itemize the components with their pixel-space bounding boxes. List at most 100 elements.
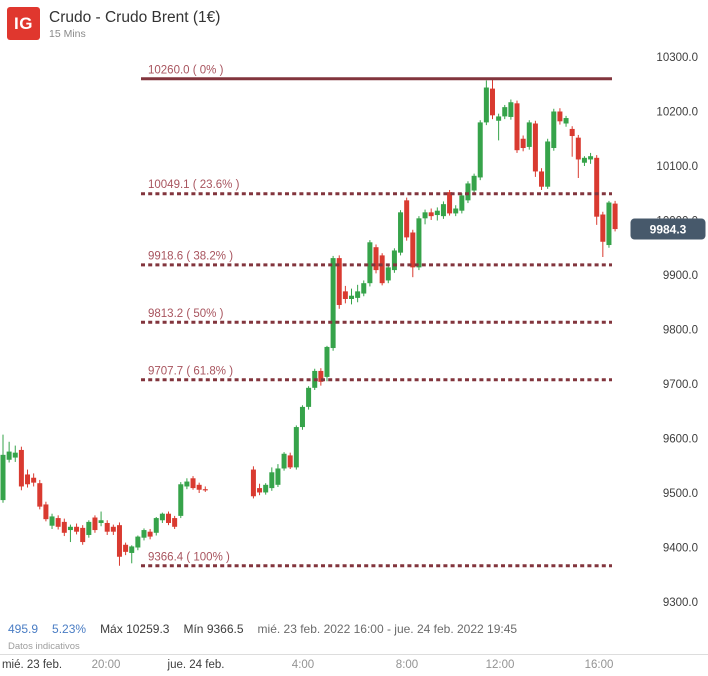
candle [159, 512, 165, 523]
candle [367, 240, 373, 287]
y-axis-label: 10200.0 [656, 107, 698, 119]
timeframe-label: 15 Mins [49, 28, 86, 40]
chart-infobar: 495.9 5.23% Máx 10259.3 Mín 9366.5 mié. … [8, 622, 517, 636]
candle [196, 482, 202, 493]
candle [141, 528, 147, 541]
candle [153, 516, 159, 536]
date-range: mié. 23 feb. 2022 16:00 - jue. 24 feb. 2… [257, 622, 518, 636]
x-axis-label: jue. 24 feb. [167, 659, 225, 671]
y-axis-label: 9400.0 [663, 543, 698, 555]
fib-level-label: 9366.4 ( 100% ) [148, 551, 230, 563]
max-value: Máx 10259.3 [100, 622, 170, 636]
x-axis-label: 12:00 [485, 659, 515, 671]
current-price-badge [630, 218, 706, 240]
change-value: 495.9 [8, 622, 39, 636]
candle [18, 446, 24, 491]
candle [440, 201, 446, 219]
current-price-value: 9984.3 [650, 223, 687, 237]
candle [129, 545, 135, 564]
fib-level-label: 9707.7 ( 61.8% ) [148, 365, 233, 377]
candle [483, 80, 489, 126]
candle [330, 255, 336, 351]
fib-level-label: 9918.6 ( 38.2% ) [148, 250, 233, 262]
time-axis[interactable]: mié. 23 feb. 20:00 jue. 24 feb. 4:00 8:00 12:… [0, 654, 708, 676]
candle [31, 473, 37, 487]
candle [190, 476, 196, 490]
y-axis-label: 10300.0 [656, 52, 698, 64]
fib-level-label: 10049.1 ( 23.6% ) [148, 179, 240, 191]
candle [569, 126, 575, 157]
candle [67, 524, 73, 543]
candle [318, 368, 324, 386]
x-axis-label: 20:00 [91, 659, 121, 671]
fib-level-label: 9813.2 ( 50% ) [148, 308, 224, 320]
candle [55, 515, 61, 530]
y-axis-label: 9900.0 [663, 270, 698, 282]
x-axis-label: 8:00 [395, 659, 419, 671]
candle [184, 478, 190, 490]
candle [74, 523, 80, 535]
candle [324, 345, 330, 382]
instrument-title: Crudo - Crudo Brent (1€) [49, 9, 221, 26]
fib-level-label: 10260.0 ( 0% ) [148, 64, 224, 76]
candle [135, 535, 141, 551]
candle [49, 513, 55, 529]
candle [539, 168, 545, 190]
candle [612, 200, 618, 232]
candle [600, 211, 606, 258]
x-axis-label: mié. 23 feb. [1, 659, 63, 671]
candle [514, 100, 520, 153]
candle [104, 520, 110, 535]
candle [465, 181, 471, 204]
candle [202, 486, 208, 492]
candle [416, 216, 422, 271]
candle [551, 108, 557, 151]
candle [532, 120, 538, 177]
indicative-data-note: Datos indicativos [8, 641, 80, 652]
candle [373, 244, 379, 274]
candle [25, 469, 31, 488]
candle [428, 208, 434, 220]
candle [110, 524, 116, 535]
candle [379, 253, 385, 286]
candle [86, 520, 92, 538]
candle [250, 466, 256, 499]
candle [6, 441, 12, 463]
candle [563, 115, 569, 127]
candle [459, 193, 465, 214]
candle [287, 452, 293, 470]
y-axis-label: 9500.0 [663, 488, 698, 500]
candle [410, 229, 416, 278]
candle [281, 452, 287, 471]
candle [391, 248, 397, 273]
chart-header: IG Crudo - Crudo Brent (1€) 15 Mins [7, 7, 220, 41]
candle [43, 501, 49, 522]
candle [606, 200, 612, 248]
candle [575, 134, 581, 178]
candle [398, 210, 404, 256]
candle [92, 515, 98, 533]
candle [275, 464, 281, 488]
candlestick-chart[interactable]: 10300.010200.010100.010000.09900.09800.0… [0, 0, 708, 620]
change-percent: 5.23% [52, 622, 87, 636]
candle [98, 511, 104, 527]
candle [361, 280, 367, 297]
candle [471, 173, 477, 194]
candle [545, 138, 551, 189]
ig-logo-icon: IG [7, 7, 40, 40]
candle [172, 515, 178, 529]
candle [147, 528, 153, 540]
y-axis-label: 9800.0 [663, 325, 698, 337]
candle [37, 479, 43, 510]
candle [269, 467, 275, 491]
candle [477, 120, 483, 181]
y-axis-label: 9700.0 [663, 379, 698, 391]
candle [257, 483, 263, 496]
candle [349, 288, 354, 305]
candle [447, 189, 453, 216]
candle [342, 285, 348, 304]
candle [123, 542, 129, 556]
candle [116, 522, 122, 566]
y-axis-label: 9600.0 [663, 434, 698, 446]
